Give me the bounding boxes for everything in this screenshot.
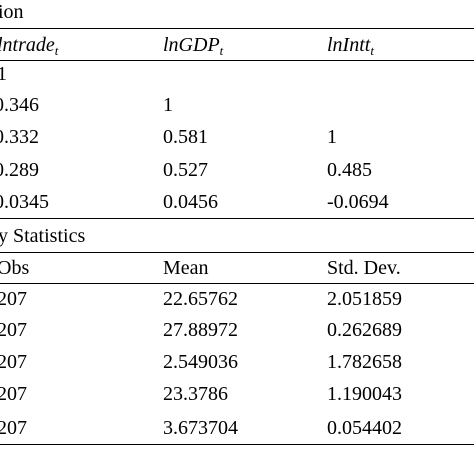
cell: 23.3786 — [163, 383, 228, 405]
header-subscript: t — [54, 43, 59, 58]
cell: 0.289 — [0, 159, 39, 181]
header-main: lntrade — [0, 34, 55, 56]
section-title: ion — [0, 1, 24, 23]
section-title: y Statistics — [0, 225, 86, 247]
cell: 207 — [0, 288, 27, 310]
cell: 0.0456 — [163, 191, 218, 213]
cell: 0.485 — [327, 159, 372, 181]
rule — [0, 283, 474, 284]
cell: 0.332 — [0, 126, 39, 148]
header-main: lnIntt — [327, 34, 371, 56]
cell: 1 — [327, 126, 337, 148]
cell: 1 — [0, 63, 7, 85]
column-header: lntradet — [0, 34, 59, 58]
cell: 2.051859 — [327, 288, 402, 310]
cell: -0.0694 — [327, 191, 389, 213]
cell: 207 — [0, 319, 27, 341]
cell: 1.782658 — [327, 351, 402, 373]
header-subscript: t — [219, 43, 224, 58]
cell: 207 — [0, 351, 27, 373]
cell: 27.88972 — [163, 319, 238, 341]
rule — [0, 252, 474, 253]
column-header: Mean — [163, 257, 209, 279]
cell: 0.346 — [0, 94, 39, 116]
cell: 0.262689 — [327, 319, 402, 341]
cell: 0.581 — [163, 126, 208, 148]
rule — [0, 218, 474, 219]
cell: 0.0345 — [0, 191, 49, 213]
cell: 22.65762 — [163, 288, 238, 310]
column-header: Obs — [0, 257, 30, 279]
cell: 2.549036 — [163, 351, 238, 373]
cell: 207 — [0, 383, 27, 405]
rule — [0, 60, 474, 61]
cell: 207 — [0, 417, 27, 439]
cell: 3.673704 — [163, 417, 238, 439]
column-header: lnGDPt — [163, 34, 224, 58]
cell: 1.190043 — [327, 383, 402, 405]
cell: 0.527 — [163, 159, 208, 181]
cell: 1 — [163, 94, 173, 116]
header-main: lnGDP — [163, 34, 220, 56]
cell: 0.054402 — [327, 417, 402, 439]
header-subscript: t — [370, 43, 374, 58]
column-header: lnInttt — [327, 34, 374, 58]
column-header: Std. Dev. — [327, 257, 401, 279]
rule — [0, 28, 474, 29]
rule — [0, 444, 474, 445]
